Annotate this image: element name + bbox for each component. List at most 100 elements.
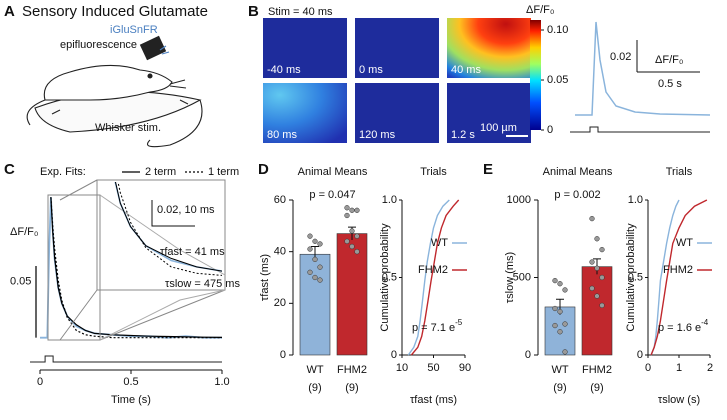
data-point — [344, 212, 350, 219]
x-tick-label: FHM2 — [337, 364, 367, 376]
chart-title: Trials — [420, 166, 447, 178]
data-point — [354, 233, 360, 239]
y-tick-label: 1.0 — [382, 194, 397, 206]
data-point — [589, 285, 595, 292]
data-point — [594, 265, 600, 271]
x-tick-label: 1.0 — [214, 376, 229, 388]
data-point — [354, 249, 360, 255]
chart-title: Trials — [666, 166, 693, 178]
y-axis-label: ΔF/F₀ — [10, 226, 38, 238]
data-point — [562, 321, 568, 327]
x-tick-label: 0.5 — [123, 376, 138, 388]
data-point — [552, 305, 558, 312]
data-point — [349, 228, 355, 234]
p-value-text: p = 7.1 e — [412, 322, 455, 334]
zoom-box — [47, 194, 101, 341]
data-point — [594, 236, 600, 242]
n-label: (9) — [553, 382, 566, 394]
data-point — [307, 269, 313, 275]
cdf-line — [407, 199, 450, 356]
annotation: τfast = 41 ms — [160, 246, 225, 258]
p-value: p = 7.1 e-5 — [412, 318, 463, 334]
frame-time: 1.2 s — [451, 129, 475, 141]
data-point — [349, 243, 355, 250]
x-tick-label: WT — [551, 364, 568, 376]
x-tick-label: 2 — [707, 362, 713, 374]
bar — [581, 266, 613, 356]
y-tick-label: 0 — [280, 349, 286, 361]
y-tick-label: 20 — [274, 297, 286, 309]
bar — [336, 233, 368, 356]
x-axis-label: τfast (ms) — [410, 394, 457, 406]
panel-letter: D — [258, 161, 269, 178]
frame-time: 80 ms — [267, 129, 297, 141]
x-tick-label: 10 — [396, 362, 408, 374]
colorbar-tick-label: 0.05 — [547, 74, 568, 86]
data-point — [589, 215, 595, 222]
x-tick-label: WT — [306, 364, 323, 376]
data-point — [307, 246, 313, 252]
x-tick-label: 0 — [645, 362, 651, 374]
legend-label: FHM2 — [663, 264, 693, 276]
bar — [299, 253, 331, 356]
data-point — [552, 322, 558, 329]
scale-unit: ΔF/F₀ — [655, 54, 683, 66]
stim-duration: Stim = 40 ms — [268, 6, 333, 18]
x-tick-label: 50 — [427, 362, 439, 374]
n-label: (9) — [345, 382, 358, 394]
data-point — [599, 246, 605, 253]
mouse-illustration — [26, 35, 203, 148]
y-tick-label: 1.0 — [628, 194, 643, 206]
image-frame — [263, 83, 347, 143]
data-point — [599, 302, 605, 309]
stim-trace — [570, 126, 710, 133]
y-axis-label: τslow (ms) — [504, 252, 516, 303]
inset-scale-label: 0.02, 10 ms — [157, 204, 215, 216]
data-point — [317, 264, 323, 270]
scale-label: 0.02 — [610, 51, 631, 63]
stim-label: Whisker stim. — [95, 122, 161, 134]
data-point — [589, 259, 595, 265]
inset-box — [96, 179, 226, 291]
scale-label: 0.5 s — [658, 78, 682, 90]
inset-trace — [114, 182, 222, 272]
legend-label: WT — [431, 237, 448, 249]
legend-label: 1 term — [208, 166, 239, 178]
panel-letter: C — [4, 161, 15, 178]
inset-trace — [117, 182, 222, 276]
y-tick-label: 1000 — [507, 194, 531, 206]
y-axis-label: Cumulative probability — [379, 223, 391, 332]
image-frame — [447, 83, 531, 143]
trace — [50, 197, 222, 339]
y-tick-label: 0.5 — [628, 271, 643, 283]
cdf-line — [650, 199, 680, 356]
annotation: p = 0.047 — [309, 189, 355, 201]
panel-letter: E — [483, 161, 493, 178]
cdf-line — [650, 199, 708, 356]
data-point — [317, 277, 323, 283]
panel-letter: A — [4, 3, 15, 20]
cdf-line — [410, 199, 460, 356]
frame-time: -40 ms — [267, 64, 301, 76]
data-point — [344, 238, 350, 244]
y-axis-label: Cumulative probability — [625, 223, 637, 332]
legend-label: 2 term — [145, 166, 176, 178]
frame-time: 120 ms — [359, 129, 396, 141]
example-trace — [575, 21, 711, 116]
annotation: p = 0.002 — [554, 189, 600, 201]
frame-time: 40 ms — [451, 64, 481, 76]
x-tick-label: FHM2 — [582, 364, 612, 376]
frame-time: 0 ms — [359, 64, 383, 76]
x-axis-label: Time (s) — [111, 394, 151, 406]
data-point — [312, 238, 318, 244]
y-tick-label: 500 — [513, 271, 531, 283]
zoom-lines — [99, 194, 226, 341]
method-label: epifluorescence — [60, 39, 137, 51]
p-value: p = 1.6 e-4 — [658, 318, 709, 334]
legend-label: WT — [676, 237, 693, 249]
x-tick-label: 1 — [676, 362, 682, 374]
y-tick-label: 0 — [391, 349, 397, 361]
scale-label: 100 µm — [480, 122, 517, 134]
y-tick-label: 40 — [274, 246, 286, 258]
